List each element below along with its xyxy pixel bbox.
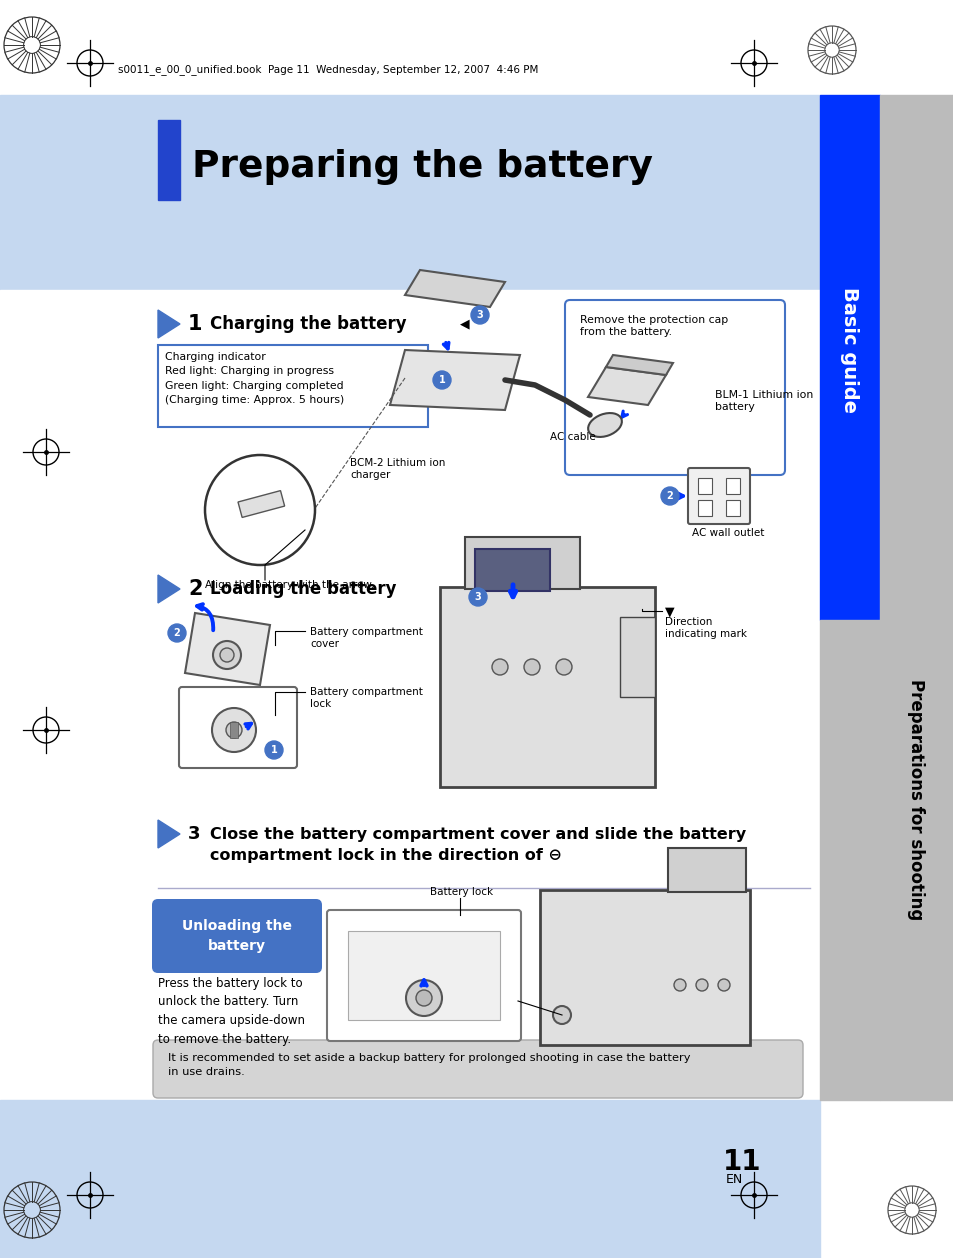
Text: Charging the battery: Charging the battery [210, 314, 406, 333]
Text: 3: 3 [476, 309, 483, 320]
Text: 3: 3 [188, 825, 200, 843]
Polygon shape [158, 309, 180, 338]
Circle shape [718, 979, 729, 991]
Polygon shape [390, 350, 519, 410]
Bar [439, 587, 655, 788]
Text: Battery compartment
lock: Battery compartment lock [310, 687, 422, 708]
Circle shape [471, 306, 489, 325]
Bar [0, 291, 820, 1099]
Circle shape [660, 487, 679, 504]
Circle shape [523, 659, 539, 676]
Text: BCM-2 Lithium ion
charger: BCM-2 Lithium ion charger [350, 458, 445, 479]
Bar [0, 96, 820, 291]
Circle shape [556, 659, 572, 676]
Text: Battery compartment
cover: Battery compartment cover [310, 626, 422, 649]
Bar [619, 616, 655, 697]
Text: Direction
indicating mark: Direction indicating mark [664, 616, 746, 639]
FancyBboxPatch shape [564, 299, 784, 476]
Text: Remove the protection cap
from the battery.: Remove the protection cap from the batte… [579, 314, 727, 337]
FancyBboxPatch shape [327, 910, 520, 1042]
Text: Unloading the
battery: Unloading the battery [182, 920, 292, 952]
Text: Close the battery compartment cover and slide the battery: Close the battery compartment cover and … [210, 827, 745, 842]
Circle shape [220, 648, 233, 662]
Circle shape [168, 624, 186, 642]
Bar [348, 931, 499, 1020]
Bar [158, 120, 180, 200]
Bar [0, 1099, 820, 1258]
Text: ◀: ◀ [459, 317, 469, 331]
Text: Press the battery lock to
unlock the battery. Turn
the camera upside-down
to rem: Press the battery lock to unlock the bat… [158, 977, 305, 1045]
Polygon shape [405, 270, 504, 307]
Text: 3: 3 [475, 593, 481, 603]
Text: ▼: ▼ [664, 605, 674, 618]
Text: Basic guide: Basic guide [840, 287, 859, 413]
Circle shape [416, 990, 432, 1006]
Text: Preparations for shooting: Preparations for shooting [906, 679, 924, 921]
Bar [539, 889, 749, 1045]
Text: 11: 11 [722, 1149, 760, 1176]
Text: Preparing the battery: Preparing the battery [192, 148, 652, 185]
Text: EN: EN [725, 1172, 742, 1186]
Text: Charging indicator
Red light: Charging in progress
Green light: Charging complet: Charging indicator Red light: Charging i… [165, 352, 344, 405]
Circle shape [673, 979, 685, 991]
Text: s0011_e_00_0_unified.book  Page 11  Wednesday, September 12, 2007  4:46 PM: s0011_e_00_0_unified.book Page 11 Wednes… [118, 64, 537, 75]
Text: compartment lock in the direction of ⊖: compartment lock in the direction of ⊖ [210, 848, 561, 863]
Bar [725, 478, 740, 494]
Bar [879, 96, 953, 1099]
Polygon shape [587, 367, 665, 405]
Text: AC wall outlet: AC wall outlet [691, 528, 763, 538]
Bar [725, 499, 740, 516]
Circle shape [226, 722, 242, 738]
Text: AC cable: AC cable [550, 431, 595, 442]
Bar [475, 548, 550, 591]
FancyBboxPatch shape [152, 1040, 802, 1098]
Circle shape [205, 455, 314, 565]
Bar [237, 491, 284, 517]
Text: BLM-1 Lithium ion
battery: BLM-1 Lithium ion battery [714, 390, 812, 411]
Polygon shape [158, 820, 180, 848]
Bar [667, 848, 745, 892]
Bar [464, 537, 579, 589]
Ellipse shape [587, 413, 621, 437]
Text: It is recommended to set aside a backup battery for prolonged shooting in case t: It is recommended to set aside a backup … [168, 1053, 690, 1077]
Bar [230, 722, 237, 738]
Polygon shape [158, 575, 180, 603]
Bar [698, 499, 711, 516]
Text: Loading the battery: Loading the battery [210, 580, 396, 598]
Polygon shape [605, 355, 672, 375]
Text: Align the battery with the arrow.: Align the battery with the arrow. [205, 580, 374, 590]
Circle shape [265, 741, 283, 759]
FancyBboxPatch shape [152, 899, 322, 972]
Circle shape [553, 1006, 571, 1024]
Text: 1: 1 [188, 314, 202, 335]
FancyBboxPatch shape [687, 468, 749, 525]
Text: Battery lock: Battery lock [430, 887, 493, 897]
Circle shape [433, 371, 451, 389]
Text: 2: 2 [666, 491, 673, 501]
Text: 1: 1 [438, 375, 445, 385]
Text: 2: 2 [173, 628, 180, 638]
Circle shape [212, 708, 255, 752]
Circle shape [406, 980, 441, 1016]
Circle shape [469, 587, 486, 606]
Circle shape [492, 659, 507, 676]
Text: 1: 1 [271, 745, 277, 755]
Polygon shape [185, 613, 270, 686]
Text: 2: 2 [188, 579, 202, 599]
FancyBboxPatch shape [179, 687, 296, 767]
Circle shape [696, 979, 707, 991]
Circle shape [213, 642, 241, 669]
FancyBboxPatch shape [158, 345, 428, 426]
Bar [820, 620, 879, 1099]
Bar [698, 478, 711, 494]
Bar [820, 96, 879, 620]
